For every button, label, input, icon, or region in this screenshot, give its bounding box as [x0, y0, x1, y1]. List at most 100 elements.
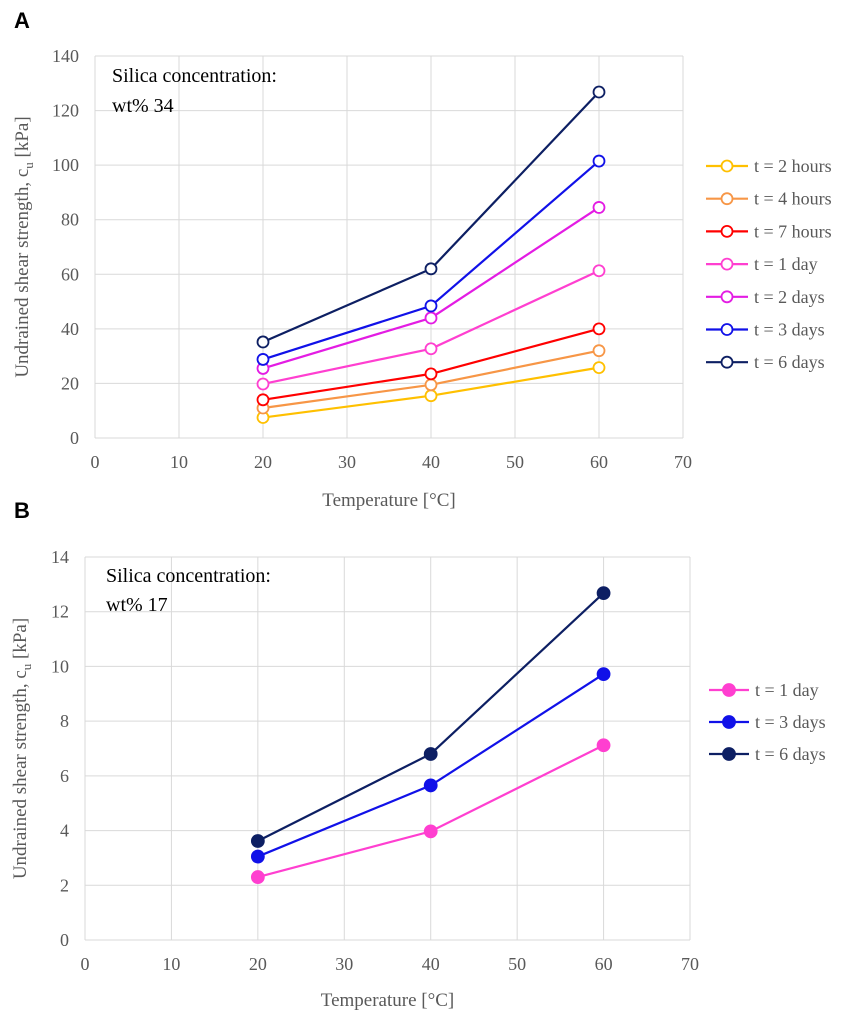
data-point — [256, 377, 270, 391]
data-point — [592, 322, 606, 336]
data-point — [596, 738, 611, 753]
legend-swatch-marker — [722, 747, 736, 761]
x-tick-label: 30 — [338, 452, 356, 472]
y-tick-label: 0 — [60, 930, 69, 950]
data-point — [250, 849, 265, 864]
y-tick-label: 10 — [51, 656, 69, 676]
y-axis-label-unit: [kPa] — [10, 618, 31, 664]
data-point — [592, 154, 606, 168]
y-tick-label: 8 — [60, 711, 69, 731]
legend-label: t = 7 hours — [754, 221, 832, 241]
data-point — [592, 264, 606, 278]
data-point — [592, 201, 606, 214]
y-tick-label: 6 — [60, 766, 69, 786]
y-tick-label: 4 — [60, 821, 69, 841]
series-t-1-day — [250, 738, 611, 884]
x-tick-label: 10 — [170, 452, 188, 472]
data-point — [256, 393, 270, 407]
legend-item: t = 6 days — [709, 744, 826, 764]
x-tick-label: 60 — [595, 954, 613, 974]
data-point — [596, 586, 611, 601]
data-point — [424, 311, 438, 325]
y-axis-label-unit: [kPa] — [12, 116, 33, 162]
series-t-3-days — [256, 154, 606, 366]
series-t-1-day — [256, 264, 606, 391]
data-point — [596, 667, 611, 681]
series-t-2-hours — [256, 361, 606, 424]
data-point — [424, 299, 438, 313]
y-tick-label: 2 — [60, 875, 69, 895]
y-axis-label-subscript: u — [19, 663, 34, 670]
x-tick-label: 0 — [91, 452, 100, 472]
legend-swatch-marker — [722, 683, 736, 697]
data-point — [256, 353, 270, 366]
data-point — [424, 262, 438, 276]
legend-label: t = 2 hours — [754, 156, 832, 176]
y-tick-label: 100 — [52, 155, 79, 175]
y-tick-label: 12 — [51, 602, 69, 622]
legend-label: t = 3 days — [755, 712, 826, 732]
silica-concentration-note: wt% 17 — [106, 594, 168, 616]
legend-label: t = 6 days — [755, 744, 826, 764]
legend-swatch-marker — [722, 715, 736, 729]
x-tick-label: 40 — [422, 954, 440, 974]
legend-item: t = 1 day — [709, 680, 819, 700]
silica-concentration-note: wt% 34 — [112, 95, 174, 117]
x-tick-label: 60 — [590, 452, 608, 472]
data-point — [424, 367, 438, 381]
data-point — [250, 834, 265, 848]
y-axis-label-main: Undrained shear strength, c — [10, 670, 31, 879]
data-point — [423, 778, 438, 793]
data-point — [423, 824, 438, 839]
series-t-7-hours — [256, 322, 606, 407]
data-point — [592, 361, 606, 375]
legend-swatch-marker — [720, 257, 734, 271]
y-tick-label: 40 — [61, 319, 79, 339]
x-tick-label: 0 — [81, 954, 90, 974]
series-t-2-days — [256, 201, 606, 375]
legend-swatch-marker — [720, 159, 734, 173]
legend-label: t = 1 day — [754, 254, 818, 274]
panel-a-label: A — [14, 8, 30, 33]
y-axis-label-subscript: u — [21, 162, 36, 169]
x-axis-label: Temperature [°C] — [321, 990, 454, 1011]
x-tick-label: 30 — [335, 954, 353, 974]
data-point — [250, 870, 265, 884]
y-axis-label-main: Undrained shear strength, c — [12, 169, 33, 378]
data-point — [424, 342, 438, 356]
x-tick-label: 50 — [506, 452, 524, 472]
y-tick-label: 0 — [70, 428, 79, 448]
data-point — [423, 747, 438, 761]
x-tick-label: 10 — [162, 954, 180, 974]
legend-label: t = 1 day — [755, 680, 819, 700]
legend-item: t = 1 day — [706, 254, 818, 274]
legend-swatch-marker — [720, 355, 734, 369]
legend-item: t = 3 days — [709, 712, 826, 732]
legend-swatch-marker — [720, 224, 734, 238]
legend-label: t = 6 days — [754, 352, 825, 372]
data-point — [592, 85, 606, 99]
series-t-6-days — [256, 85, 606, 349]
y-tick-label: 14 — [51, 547, 69, 567]
y-tick-label: 120 — [52, 101, 79, 121]
legend-item: t = 2 hours — [706, 156, 832, 176]
x-tick-label: 70 — [681, 954, 699, 974]
legend-item: t = 2 days — [706, 287, 825, 307]
silica-concentration-note: Silica concentration: — [112, 65, 277, 87]
data-point — [592, 344, 606, 358]
legend-item: t = 4 hours — [706, 189, 832, 209]
y-axis-label: Undrained shear strength, cu [kPa] — [10, 618, 34, 879]
y-tick-label: 140 — [52, 46, 79, 66]
x-tick-label: 40 — [422, 452, 440, 472]
legend-item: t = 7 hours — [706, 221, 832, 241]
series-t-6-days — [250, 586, 611, 848]
legend-swatch-marker — [720, 323, 734, 336]
y-tick-label: 80 — [61, 210, 79, 230]
x-tick-label: 20 — [249, 954, 267, 974]
y-axis-label: Undrained shear strength, cu [kPa] — [12, 116, 36, 377]
y-tick-label: 20 — [61, 373, 79, 393]
series-t-3-days — [250, 667, 611, 864]
legend-swatch-marker — [720, 290, 734, 304]
silica-concentration-note: Silica concentration: — [106, 565, 271, 587]
